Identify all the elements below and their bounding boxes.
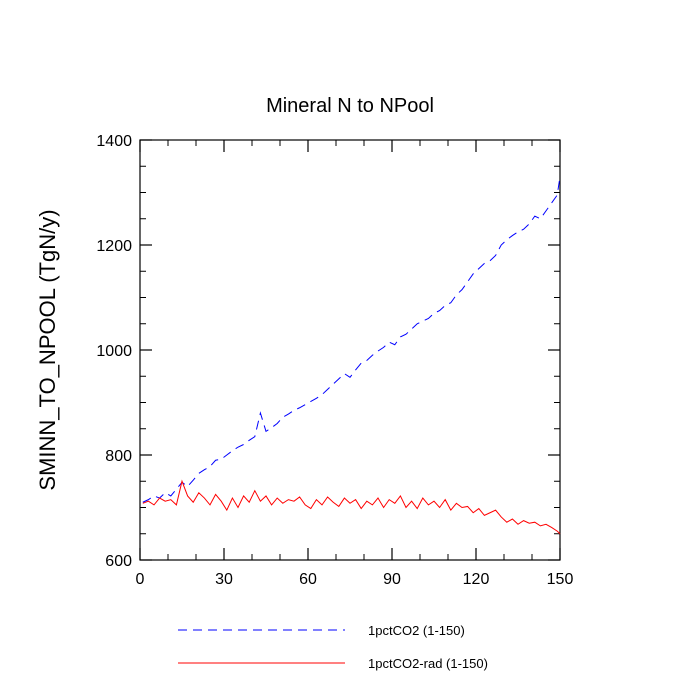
x-tick-label-1: 30 (215, 571, 233, 588)
y-tick-label-3: 1200 (96, 238, 132, 255)
axis-ticks: 0 30 60 90 120 150 600 800 1000 1200 1400 (96, 133, 573, 588)
legend-label-1: 1pctCO2-rad (1-150) (368, 656, 488, 671)
legend-label-0: 1pctCO2 (1-150) (368, 623, 465, 638)
x-tick-label-0: 0 (136, 571, 145, 588)
chart-title: Mineral N to NPool (266, 95, 434, 117)
y-tick-label-4: 1400 (96, 133, 132, 150)
x-tick-label-4: 120 (463, 571, 490, 588)
y-tick-label-2: 1000 (96, 343, 132, 360)
x-tick-label-2: 60 (299, 571, 317, 588)
x-tick-label-5: 150 (547, 571, 574, 588)
legend: 1pctCO2 (1-150) 1pctCO2-rad (1-150) (178, 623, 488, 671)
series-line-1 (142, 479, 561, 535)
series-lines (142, 176, 561, 535)
y-tick-label-1: 800 (105, 448, 132, 465)
x-tick-label-3: 90 (383, 571, 401, 588)
y-tick-label-0: 600 (105, 553, 132, 570)
series-line-0 (142, 176, 561, 503)
y-axis-label: SMINN_TO_NPOOL (TgN/y) (35, 209, 60, 490)
